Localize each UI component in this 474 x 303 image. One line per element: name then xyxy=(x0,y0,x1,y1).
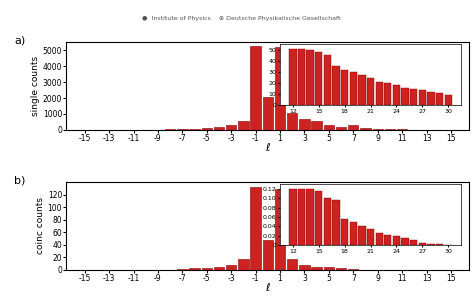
Bar xyxy=(275,188,285,270)
Bar xyxy=(336,127,346,130)
Bar xyxy=(385,129,395,130)
Bar xyxy=(201,128,212,130)
Bar xyxy=(190,129,200,130)
Bar xyxy=(250,187,261,270)
X-axis label: ℓ: ℓ xyxy=(265,283,270,293)
Bar xyxy=(324,125,334,130)
Bar xyxy=(287,259,297,270)
Bar xyxy=(373,128,383,130)
Text: a): a) xyxy=(14,35,25,45)
Bar xyxy=(263,240,273,270)
Bar xyxy=(311,121,322,130)
Y-axis label: coinc counts: coinc counts xyxy=(36,198,45,255)
Text: ●  Institute of Physics    ⊕ Deutsche Physikalische Gesellschaft: ● Institute of Physics ⊕ Deutsche Physik… xyxy=(142,16,341,21)
X-axis label: ℓ: ℓ xyxy=(265,143,270,153)
Bar xyxy=(311,267,322,270)
Bar xyxy=(336,268,346,270)
Bar xyxy=(177,269,188,270)
Bar xyxy=(165,129,175,130)
Bar xyxy=(360,128,371,130)
Bar xyxy=(263,97,273,130)
Bar xyxy=(226,265,237,270)
Bar xyxy=(214,267,224,270)
Bar xyxy=(177,129,188,130)
Bar xyxy=(348,125,358,130)
Bar xyxy=(299,265,310,270)
Bar xyxy=(201,268,212,270)
Bar xyxy=(238,121,248,130)
Bar xyxy=(299,119,310,130)
Text: b): b) xyxy=(14,175,25,185)
Y-axis label: single counts: single counts xyxy=(31,56,40,116)
Bar xyxy=(190,268,200,270)
Bar xyxy=(238,259,248,270)
Bar xyxy=(397,129,407,130)
Bar xyxy=(348,269,358,270)
Bar xyxy=(226,125,237,130)
Bar xyxy=(250,46,261,130)
Bar xyxy=(287,113,297,130)
Bar xyxy=(153,129,163,130)
Bar xyxy=(275,47,285,130)
Bar xyxy=(324,267,334,270)
Bar xyxy=(214,127,224,130)
